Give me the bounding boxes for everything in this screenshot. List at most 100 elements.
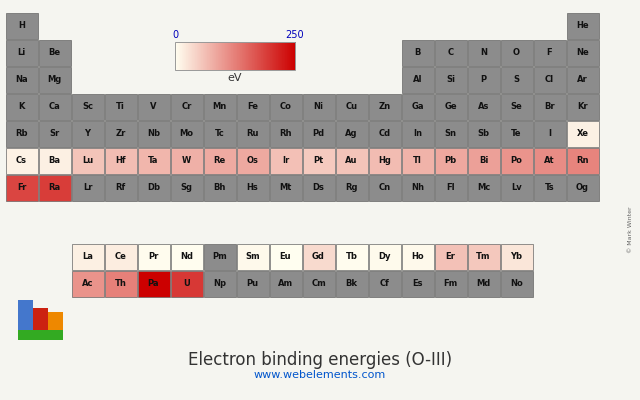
Text: Na: Na — [15, 75, 28, 84]
Bar — [225, 42, 227, 70]
Bar — [467, 120, 499, 146]
Text: www.webelements.com: www.webelements.com — [254, 370, 386, 380]
Text: Rn: Rn — [576, 156, 589, 165]
Bar — [204, 148, 236, 174]
Bar — [236, 42, 237, 70]
Text: Ta: Ta — [148, 156, 159, 165]
Bar — [335, 94, 367, 120]
Bar — [205, 42, 207, 70]
Bar — [264, 42, 266, 70]
Bar — [401, 270, 433, 296]
Bar — [467, 66, 499, 92]
Bar — [226, 42, 227, 70]
Bar — [6, 66, 38, 92]
Bar — [228, 42, 229, 70]
Text: Am: Am — [278, 279, 293, 288]
Text: Mc: Mc — [477, 183, 490, 192]
Text: Lr: Lr — [83, 183, 92, 192]
Text: Po: Po — [511, 156, 522, 165]
Text: Eu: Eu — [280, 252, 291, 261]
Text: Pa: Pa — [148, 279, 159, 288]
Bar — [72, 120, 104, 146]
Bar — [189, 42, 190, 70]
Text: Au: Au — [345, 156, 358, 165]
Bar — [245, 42, 246, 70]
Bar — [208, 42, 209, 70]
Bar — [271, 42, 273, 70]
Bar — [369, 244, 401, 270]
Bar — [223, 42, 225, 70]
Text: Ga: Ga — [412, 102, 424, 111]
Text: W: W — [182, 156, 191, 165]
Bar — [335, 148, 367, 174]
Bar — [209, 42, 210, 70]
Bar — [204, 174, 236, 200]
Bar — [467, 244, 499, 270]
Bar — [228, 42, 230, 70]
Bar — [216, 42, 218, 70]
Bar — [184, 42, 185, 70]
Bar — [194, 42, 195, 70]
Bar — [195, 42, 196, 70]
Bar — [192, 42, 193, 70]
Text: Br: Br — [544, 102, 555, 111]
Bar — [246, 42, 248, 70]
Text: O: O — [513, 48, 520, 57]
Bar — [401, 66, 433, 92]
Text: Rg: Rg — [345, 183, 358, 192]
Bar — [216, 42, 217, 70]
Bar — [293, 42, 294, 70]
Bar — [230, 42, 231, 70]
Bar — [244, 42, 246, 70]
Bar — [272, 42, 273, 70]
Text: In: In — [413, 129, 422, 138]
Bar — [214, 42, 216, 70]
Text: No: No — [510, 279, 523, 288]
Text: Rh: Rh — [279, 129, 292, 138]
Bar — [104, 120, 136, 146]
Text: Xe: Xe — [577, 129, 589, 138]
Text: Mo: Mo — [179, 129, 193, 138]
Bar — [197, 42, 198, 70]
Bar — [534, 66, 566, 92]
Bar — [210, 42, 211, 70]
Bar — [266, 42, 267, 70]
Text: Hg: Hg — [378, 156, 391, 165]
Bar — [369, 148, 401, 174]
Bar — [184, 42, 186, 70]
Bar — [401, 40, 433, 66]
Text: Nh: Nh — [411, 183, 424, 192]
Bar — [566, 94, 598, 120]
Bar — [534, 94, 566, 120]
Bar — [238, 42, 239, 70]
Text: Ge: Ge — [444, 102, 457, 111]
Text: Tb: Tb — [346, 252, 357, 261]
Bar — [500, 120, 532, 146]
Bar — [269, 94, 301, 120]
Bar — [38, 66, 70, 92]
Bar — [229, 42, 230, 70]
Bar — [227, 42, 228, 70]
Bar — [205, 42, 206, 70]
Bar — [369, 120, 401, 146]
Bar — [213, 42, 214, 70]
Bar — [435, 66, 467, 92]
Bar — [303, 244, 335, 270]
Text: V: V — [150, 102, 157, 111]
Bar — [185, 42, 186, 70]
Bar — [256, 42, 257, 70]
Bar — [209, 42, 211, 70]
Text: Md: Md — [476, 279, 491, 288]
Bar — [435, 120, 467, 146]
Bar — [196, 42, 197, 70]
Text: Rb: Rb — [15, 129, 28, 138]
Bar — [225, 42, 226, 70]
Bar — [273, 42, 275, 70]
Bar — [401, 174, 433, 200]
Bar — [260, 42, 261, 70]
Bar — [232, 42, 234, 70]
Text: S: S — [513, 75, 520, 84]
Bar — [259, 42, 260, 70]
Bar — [104, 244, 136, 270]
Bar — [181, 42, 182, 70]
